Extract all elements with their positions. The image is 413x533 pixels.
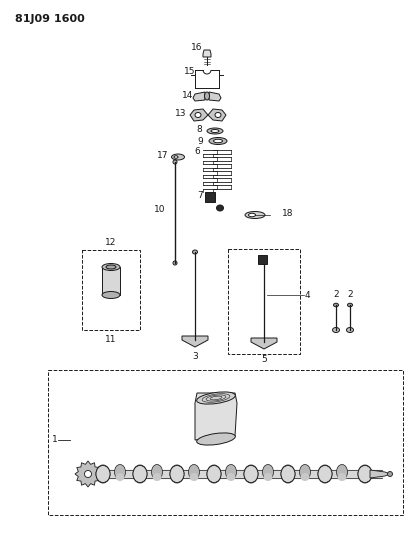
- Ellipse shape: [347, 327, 354, 333]
- Polygon shape: [370, 470, 390, 478]
- Polygon shape: [195, 393, 237, 440]
- Text: 7: 7: [197, 190, 203, 199]
- Ellipse shape: [215, 112, 221, 117]
- Text: 1: 1: [52, 435, 58, 445]
- Ellipse shape: [358, 465, 372, 483]
- Bar: [228, 249, 300, 354]
- Ellipse shape: [192, 250, 197, 254]
- Ellipse shape: [318, 465, 332, 482]
- Ellipse shape: [337, 473, 347, 481]
- Ellipse shape: [225, 464, 237, 480]
- Ellipse shape: [173, 261, 177, 265]
- Ellipse shape: [102, 292, 120, 298]
- Ellipse shape: [332, 327, 339, 333]
- Ellipse shape: [249, 213, 256, 217]
- Text: 2: 2: [333, 290, 339, 299]
- Ellipse shape: [173, 160, 177, 164]
- Ellipse shape: [174, 156, 178, 158]
- Polygon shape: [193, 92, 205, 101]
- Ellipse shape: [197, 392, 235, 404]
- Text: 13: 13: [175, 109, 186, 117]
- Text: 6: 6: [194, 148, 200, 157]
- Ellipse shape: [211, 130, 219, 133]
- Polygon shape: [251, 338, 277, 349]
- Ellipse shape: [133, 465, 147, 482]
- Ellipse shape: [170, 465, 184, 482]
- Text: 8: 8: [196, 125, 202, 133]
- Ellipse shape: [358, 465, 372, 482]
- Bar: [102, 267, 120, 295]
- Text: 11: 11: [105, 335, 117, 344]
- Polygon shape: [208, 109, 226, 121]
- Text: 2: 2: [347, 290, 353, 299]
- Text: 16: 16: [190, 44, 202, 52]
- Text: 9: 9: [197, 136, 203, 146]
- Ellipse shape: [114, 464, 126, 480]
- Polygon shape: [203, 50, 211, 57]
- Ellipse shape: [207, 465, 221, 482]
- Ellipse shape: [244, 465, 258, 482]
- Ellipse shape: [318, 465, 332, 483]
- Ellipse shape: [207, 128, 223, 134]
- Ellipse shape: [337, 464, 347, 480]
- Ellipse shape: [347, 303, 353, 307]
- Text: 14: 14: [182, 91, 193, 100]
- Text: 18: 18: [282, 208, 294, 217]
- Ellipse shape: [263, 473, 273, 481]
- Ellipse shape: [214, 139, 223, 143]
- Text: 17: 17: [157, 150, 168, 159]
- Ellipse shape: [195, 112, 201, 117]
- Text: 12: 12: [105, 238, 117, 247]
- Ellipse shape: [281, 465, 295, 483]
- Polygon shape: [182, 336, 208, 347]
- Ellipse shape: [170, 465, 184, 483]
- Bar: [48, 370, 403, 515]
- Ellipse shape: [85, 471, 92, 478]
- Ellipse shape: [96, 465, 110, 482]
- Ellipse shape: [263, 464, 273, 480]
- Ellipse shape: [152, 464, 162, 480]
- Polygon shape: [190, 109, 208, 121]
- Text: 5: 5: [261, 355, 267, 364]
- Ellipse shape: [226, 473, 235, 481]
- Ellipse shape: [152, 473, 161, 481]
- Polygon shape: [75, 461, 101, 487]
- Ellipse shape: [116, 473, 124, 481]
- Ellipse shape: [102, 263, 120, 271]
- Ellipse shape: [301, 473, 309, 481]
- Text: 15: 15: [183, 68, 195, 77]
- Ellipse shape: [204, 92, 209, 100]
- Ellipse shape: [244, 465, 258, 483]
- Ellipse shape: [190, 473, 199, 481]
- Ellipse shape: [209, 138, 227, 144]
- Bar: [258, 255, 267, 264]
- Ellipse shape: [299, 464, 311, 480]
- Text: 81J09 1600: 81J09 1600: [15, 14, 85, 24]
- Bar: [205, 192, 215, 202]
- Ellipse shape: [197, 433, 235, 445]
- Text: 4: 4: [305, 290, 311, 300]
- Ellipse shape: [188, 464, 199, 480]
- Text: 3: 3: [192, 352, 198, 361]
- Ellipse shape: [133, 465, 147, 483]
- Ellipse shape: [334, 303, 339, 307]
- Bar: [82, 250, 140, 330]
- Ellipse shape: [207, 465, 221, 483]
- Polygon shape: [209, 92, 221, 101]
- Ellipse shape: [96, 465, 110, 483]
- Ellipse shape: [106, 265, 116, 269]
- Text: 10: 10: [154, 206, 165, 214]
- Ellipse shape: [216, 205, 223, 211]
- Ellipse shape: [281, 465, 295, 482]
- Ellipse shape: [245, 212, 265, 219]
- Ellipse shape: [387, 472, 392, 477]
- Ellipse shape: [171, 154, 185, 160]
